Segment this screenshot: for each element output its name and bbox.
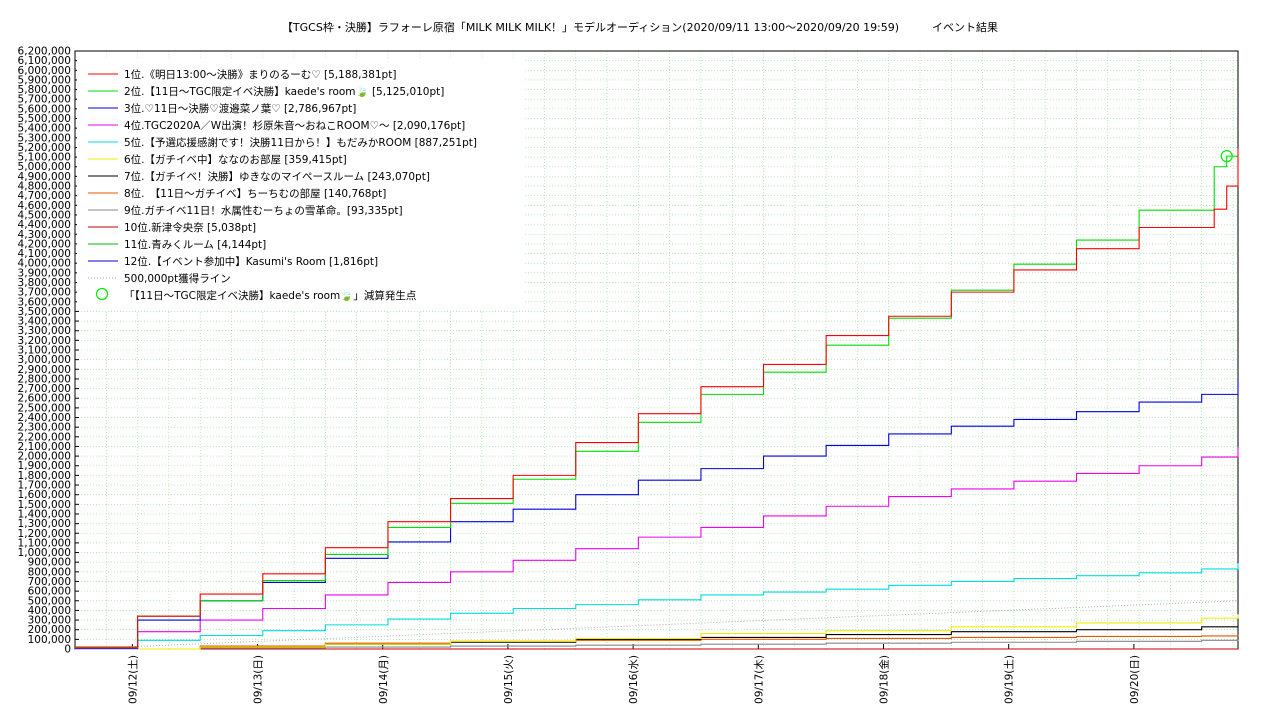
- y-tick-label: 3,000,000: [18, 354, 71, 366]
- legend-swatch: [95, 287, 109, 301]
- y-tick-label: 2,800,000: [18, 373, 71, 385]
- legend-entry: 6位.【ガチイベ中】ななのお部屋 [359,415pt]: [124, 153, 347, 166]
- y-tick-label: 500,000: [28, 595, 71, 607]
- legend-entry: 500,000pt獲得ライン: [124, 272, 231, 285]
- x-tick-label: 09/20(日): [1129, 655, 1141, 704]
- y-tick-label: 4,500,000: [18, 209, 71, 221]
- x-tick-label: 09/15(火): [503, 655, 515, 704]
- y-tick-label: 1,600,000: [18, 489, 71, 501]
- y-tick-label: 3,800,000: [18, 277, 71, 289]
- y-tick-label: 300,000: [28, 615, 71, 627]
- y-tick-label: 2,900,000: [18, 364, 71, 376]
- y-tick-label: 1,400,000: [18, 508, 71, 520]
- legend-box: [77, 58, 525, 310]
- legend-entry: 7位.【ガチイベ！決勝】ゆきなのマイペースルーム [243,070pt]: [124, 170, 430, 183]
- y-tick-label: 2,700,000: [18, 383, 71, 395]
- reference-line: [74, 600, 1239, 650]
- y-tick-label: 5,500,000: [18, 113, 71, 125]
- y-tick-label: 2,500,000: [18, 402, 71, 414]
- y-tick-label: 200,000: [28, 624, 71, 636]
- y-tick-label: 1,700,000: [18, 480, 71, 492]
- legend-entry: 8位. 【11日〜ガチイベ】ちーちむの部屋 [140,768pt]: [124, 187, 386, 200]
- legend-entry: 4位.TGC2020A／W出演！杉原朱音〜おねこROOM♡〜 [2,090,17…: [124, 119, 465, 132]
- y-tick-label: 5,900,000: [18, 74, 71, 86]
- legend-entry: 2位.【11日〜TGC限定イベ決勝】kaede's room🍃 [5,125,0…: [124, 85, 444, 98]
- x-tick-label: 09/12(土): [126, 655, 139, 704]
- y-tick-label: 4,300,000: [18, 229, 71, 241]
- y-tick-label: 5,100,000: [18, 152, 71, 164]
- y-tick-label: 1,000,000: [18, 547, 71, 559]
- legend-entry: 1位.《明日13:00〜決勝》まりのるーむ♡ [5,188,381pt]: [124, 68, 396, 81]
- x-tick-label: 09/17(木): [753, 655, 765, 704]
- y-tick-label: 4,100,000: [18, 248, 71, 260]
- y-tick-label: 0: [64, 644, 71, 656]
- y-tick-label: 1,900,000: [18, 460, 71, 472]
- y-tick-label: 1,200,000: [18, 528, 71, 540]
- y-tick-label: 3,700,000: [18, 287, 71, 299]
- y-tick-label: 2,000,000: [18, 451, 71, 463]
- chart-title: 【TGCS枠・決勝】ラフォーレ原宿「MILK MILK MILK！」モデルオーデ…: [281, 21, 999, 34]
- series-line: [75, 148, 1239, 648]
- y-tick-label: 5,200,000: [18, 142, 71, 154]
- y-tick-label: 5,300,000: [18, 132, 71, 144]
- y-tick-label: 5,700,000: [18, 94, 71, 106]
- y-tick-label: 3,400,000: [18, 316, 71, 328]
- x-tick-label: 09/13(日): [253, 655, 265, 704]
- series-line: [75, 614, 1239, 650]
- y-tick-label: 3,100,000: [18, 345, 71, 357]
- y-tick-label: 2,300,000: [18, 422, 71, 434]
- y-tick-label: 4,000,000: [18, 258, 71, 270]
- y-tick-label: 6,100,000: [18, 55, 71, 67]
- x-tick-label: 09/18(金): [878, 655, 891, 704]
- y-tick-label: 5,400,000: [18, 123, 71, 135]
- legend-entry: 9位.ガチイベ11日！水属性むーちょの雪革命。[93,335pt]: [124, 204, 403, 217]
- y-tick-label: 5,000,000: [18, 161, 71, 173]
- legend-entry: 3位.♡11日〜決勝♡渡邉菜ノ葉♡ [2,786,967pt]: [124, 102, 356, 115]
- y-tick-label: 400,000: [28, 605, 71, 617]
- x-tick-label: 09/16(水): [628, 655, 640, 704]
- y-tick-label: 800,000: [28, 566, 71, 578]
- y-tick-label: 2,600,000: [18, 393, 71, 405]
- y-tick-label: 5,600,000: [18, 103, 71, 115]
- marker-point: [1220, 150, 1233, 163]
- y-tick-label: 4,800,000: [18, 181, 71, 193]
- y-tick-label: 2,100,000: [18, 441, 71, 453]
- y-tick-label: 4,400,000: [18, 219, 71, 231]
- series-line: [75, 447, 1239, 650]
- legend-entry: 「【11日〜TGC限定イベ決勝】kaede's room🍃」減算発生点: [124, 289, 416, 302]
- y-tick-label: 4,900,000: [18, 171, 71, 183]
- series-line: [75, 563, 1239, 650]
- y-tick-label: 5,800,000: [18, 84, 71, 96]
- legend-entry: 11位.青みくルーム [4,144pt]: [124, 238, 266, 251]
- y-tick-label: 4,700,000: [18, 190, 71, 202]
- y-tick-label: 3,300,000: [18, 325, 71, 337]
- y-tick-label: 6,000,000: [18, 65, 71, 77]
- legend-entry: 10位.新津令央奈 [5,038pt]: [124, 221, 256, 234]
- y-tick-label: 1,300,000: [18, 518, 71, 530]
- series-line: [75, 380, 1239, 649]
- y-tick-label: 3,500,000: [18, 306, 71, 318]
- y-tick-label: 3,900,000: [18, 267, 71, 279]
- y-tick-label: 6,200,000: [18, 46, 71, 58]
- x-tick-label: 09/19(土): [1003, 655, 1016, 704]
- legend-entry: 5位.【予選応援感謝です！決勝11日から！】もだみかROOM [887,251p…: [124, 136, 477, 149]
- y-tick-label: 2,200,000: [18, 431, 71, 443]
- y-tick-label: 1,500,000: [18, 499, 71, 511]
- x-tick-label: 09/14(月): [378, 655, 390, 704]
- y-tick-label: 3,600,000: [18, 296, 71, 308]
- y-tick-label: 600,000: [28, 586, 71, 598]
- legend-entry: 12位.【イベント参加中】Kasumi's Room [1,816pt]: [124, 255, 378, 268]
- y-tick-label: 1,100,000: [18, 537, 71, 549]
- y-tick-label: 3,200,000: [18, 335, 71, 347]
- y-tick-label: 700,000: [28, 576, 71, 588]
- y-tick-label: 4,600,000: [18, 200, 71, 212]
- y-tick-label: 100,000: [28, 634, 71, 646]
- y-tick-label: 1,800,000: [18, 470, 71, 482]
- y-tick-label: 900,000: [28, 557, 71, 569]
- y-tick-label: 4,200,000: [18, 238, 71, 250]
- series-line: [75, 639, 1239, 650]
- y-tick-label: 2,400,000: [18, 412, 71, 424]
